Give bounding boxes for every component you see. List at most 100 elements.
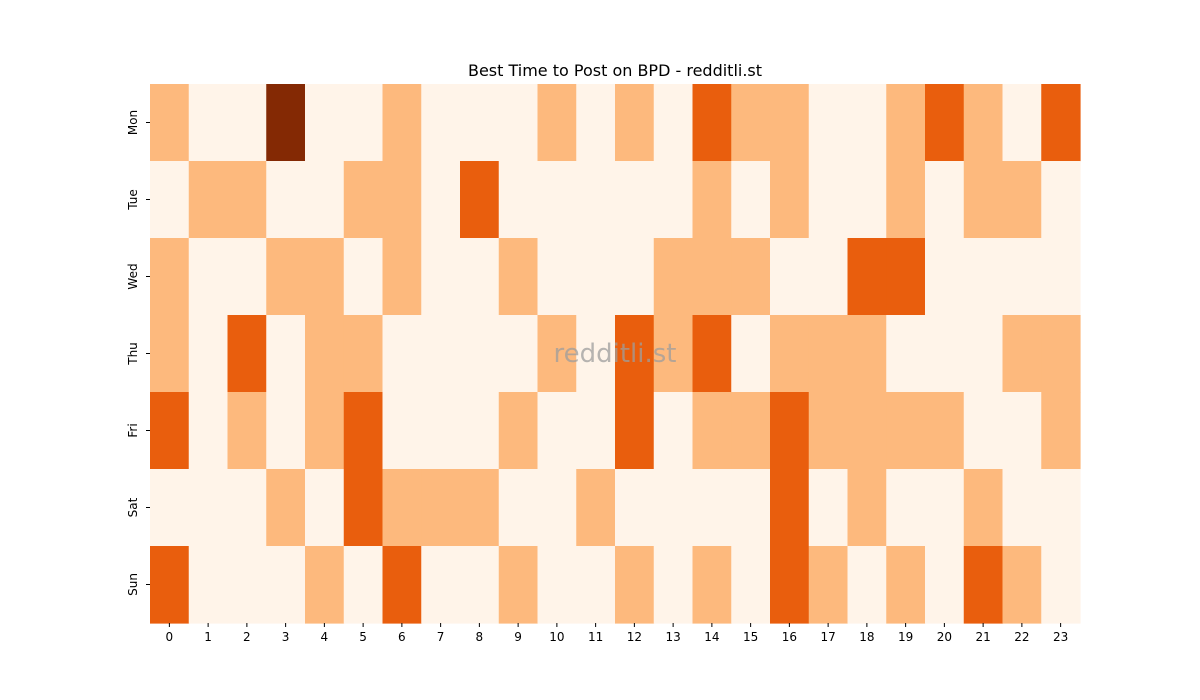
watermark-text: redditli.st: [554, 339, 677, 369]
heatmap-cell-thu-1: [188, 315, 229, 393]
heatmap-cell-thu-19: [886, 315, 926, 393]
heatmap-cell-sat-9: [498, 469, 539, 547]
heatmap-cell-fri-19: [886, 392, 926, 470]
heatmap-cell-sun-10: [537, 546, 577, 624]
heatmap-cell-mon-14: [692, 84, 732, 162]
heatmap-cell-wed-22: [1002, 238, 1042, 316]
heatmap-cell-sat-20: [925, 469, 965, 547]
heatmap-cell-wed-15: [731, 238, 771, 316]
heatmap-cell-fri-8: [460, 392, 500, 470]
heatmap-cell-fri-2: [227, 392, 267, 470]
heatmap-cell-wed-8: [460, 238, 500, 316]
x-tick-label: 8: [476, 630, 484, 644]
x-tick-label: 7: [437, 630, 445, 644]
heatmap-cell-thu-21: [963, 315, 1004, 393]
heatmap-cell-sat-12: [615, 469, 655, 547]
heatmap-cell-tue-10: [537, 161, 577, 239]
x-axis-ticks: 0 1 2 3 4 5 6 7 8 9 10 11 12 13 14 15 16 17 18 19 20 21 22 23: [166, 623, 1068, 644]
x-tick-label: 13: [665, 630, 680, 644]
heatmap-cell-sat-7: [421, 469, 461, 547]
heatmap-cell-fri-15: [731, 392, 771, 470]
heatmap-cell-sun-22: [1002, 546, 1042, 624]
heatmap-cell-sun-1: [188, 546, 229, 624]
heatmap-cell-sat-4: [305, 469, 345, 547]
heatmap-cell-thu-15: [731, 315, 771, 393]
heatmap-cell-sat-23: [1041, 469, 1081, 547]
x-tick-label: 18: [859, 630, 874, 644]
x-tick-label: 22: [1014, 630, 1029, 644]
x-tick-label: 23: [1053, 630, 1068, 644]
heatmap-cell-fri-10: [537, 392, 577, 470]
heatmap-cell-mon-22: [1002, 84, 1042, 162]
heatmap-cell-fri-12: [615, 392, 655, 470]
heatmap-cell-sat-6: [382, 469, 422, 547]
heatmap-cell-fri-4: [305, 392, 345, 470]
heatmap-cell-wed-0: [150, 238, 190, 316]
heatmap-cell-wed-19: [886, 238, 926, 316]
heatmap-cell-mon-23: [1041, 84, 1081, 162]
heatmap-cell-thu-8: [460, 315, 500, 393]
heatmap-cell-tue-13: [653, 161, 694, 239]
heatmap-cell-sat-19: [886, 469, 926, 547]
heatmap-cell-thu-20: [925, 315, 965, 393]
heatmap-cell-mon-15: [731, 84, 771, 162]
heatmap-cell-mon-18: [847, 84, 887, 162]
heatmap-cell-thu-14: [692, 315, 732, 393]
heatmap-cell-mon-17: [808, 84, 849, 162]
heatmap-cell-sun-7: [421, 546, 461, 624]
heatmap-cell-fri-7: [421, 392, 461, 470]
heatmap-cell-sat-1: [188, 469, 229, 547]
heatmap-cells: [150, 84, 1081, 624]
heatmap-cell-mon-19: [886, 84, 926, 162]
heatmap-cell-tue-5: [343, 161, 384, 239]
heatmap-cell-wed-11: [576, 238, 616, 316]
heatmap-cell-fri-14: [692, 392, 732, 470]
x-tick-label: 6: [398, 630, 406, 644]
y-tick-label: Fri: [126, 423, 140, 437]
heatmap-cell-mon-4: [305, 84, 345, 162]
heatmap-cell-mon-0: [150, 84, 190, 162]
heatmap-cell-thu-9: [498, 315, 539, 393]
heatmap-cell-fri-9: [498, 392, 539, 470]
heatmap-cell-wed-5: [343, 238, 384, 316]
heatmap-cell-sun-23: [1041, 546, 1081, 624]
heatmap-cell-fri-0: [150, 392, 190, 470]
heatmap-cell-sat-14: [692, 469, 732, 547]
heatmap-cell-wed-12: [615, 238, 655, 316]
heatmap-cell-fri-20: [925, 392, 965, 470]
heatmap-cell-fri-11: [576, 392, 616, 470]
heatmap-cell-thu-13: [653, 315, 694, 393]
heatmap-cell-sun-17: [808, 546, 849, 624]
heatmap-cell-sun-12: [615, 546, 655, 624]
heatmap-cell-tue-6: [382, 161, 422, 239]
heatmap-cell-tue-18: [847, 161, 887, 239]
heatmap-cell-tue-14: [692, 161, 732, 239]
heatmap-cell-thu-0: [150, 315, 190, 393]
heatmap-cell-sun-0: [150, 546, 190, 624]
heatmap-cell-tue-0: [150, 161, 190, 239]
heatmap-cell-fri-6: [382, 392, 422, 470]
heatmap-cell-sun-21: [963, 546, 1004, 624]
heatmap-cell-sun-15: [731, 546, 771, 624]
heatmap-cell-wed-21: [963, 238, 1004, 316]
y-tick-label: Tue: [126, 189, 140, 211]
heatmap-cell-sat-10: [537, 469, 577, 547]
heatmap-cell-thu-11: [576, 315, 616, 393]
heatmap-cell-thu-16: [770, 315, 810, 393]
heatmap-cell-sat-17: [808, 469, 849, 547]
heatmap-cell-sat-13: [653, 469, 694, 547]
heatmap-cell-sun-19: [886, 546, 926, 624]
heatmap-cell-tue-1: [188, 161, 229, 239]
y-tick-label: Sat: [126, 497, 140, 517]
chart-title: Best Time to Post on BPD - redditli.st: [468, 61, 762, 80]
heatmap-cell-sat-16: [770, 469, 810, 547]
heatmap-cell-tue-2: [227, 161, 267, 239]
heatmap-cell-sat-15: [731, 469, 771, 547]
heatmap-cell-wed-18: [847, 238, 887, 316]
heatmap-cell-sat-21: [963, 469, 1004, 547]
y-tick-label: Mon: [126, 110, 140, 135]
heatmap-cell-mon-1: [188, 84, 229, 162]
heatmap-cell-fri-16: [770, 392, 810, 470]
heatmap-cell-wed-16: [770, 238, 810, 316]
heatmap-cell-sun-8: [460, 546, 500, 624]
